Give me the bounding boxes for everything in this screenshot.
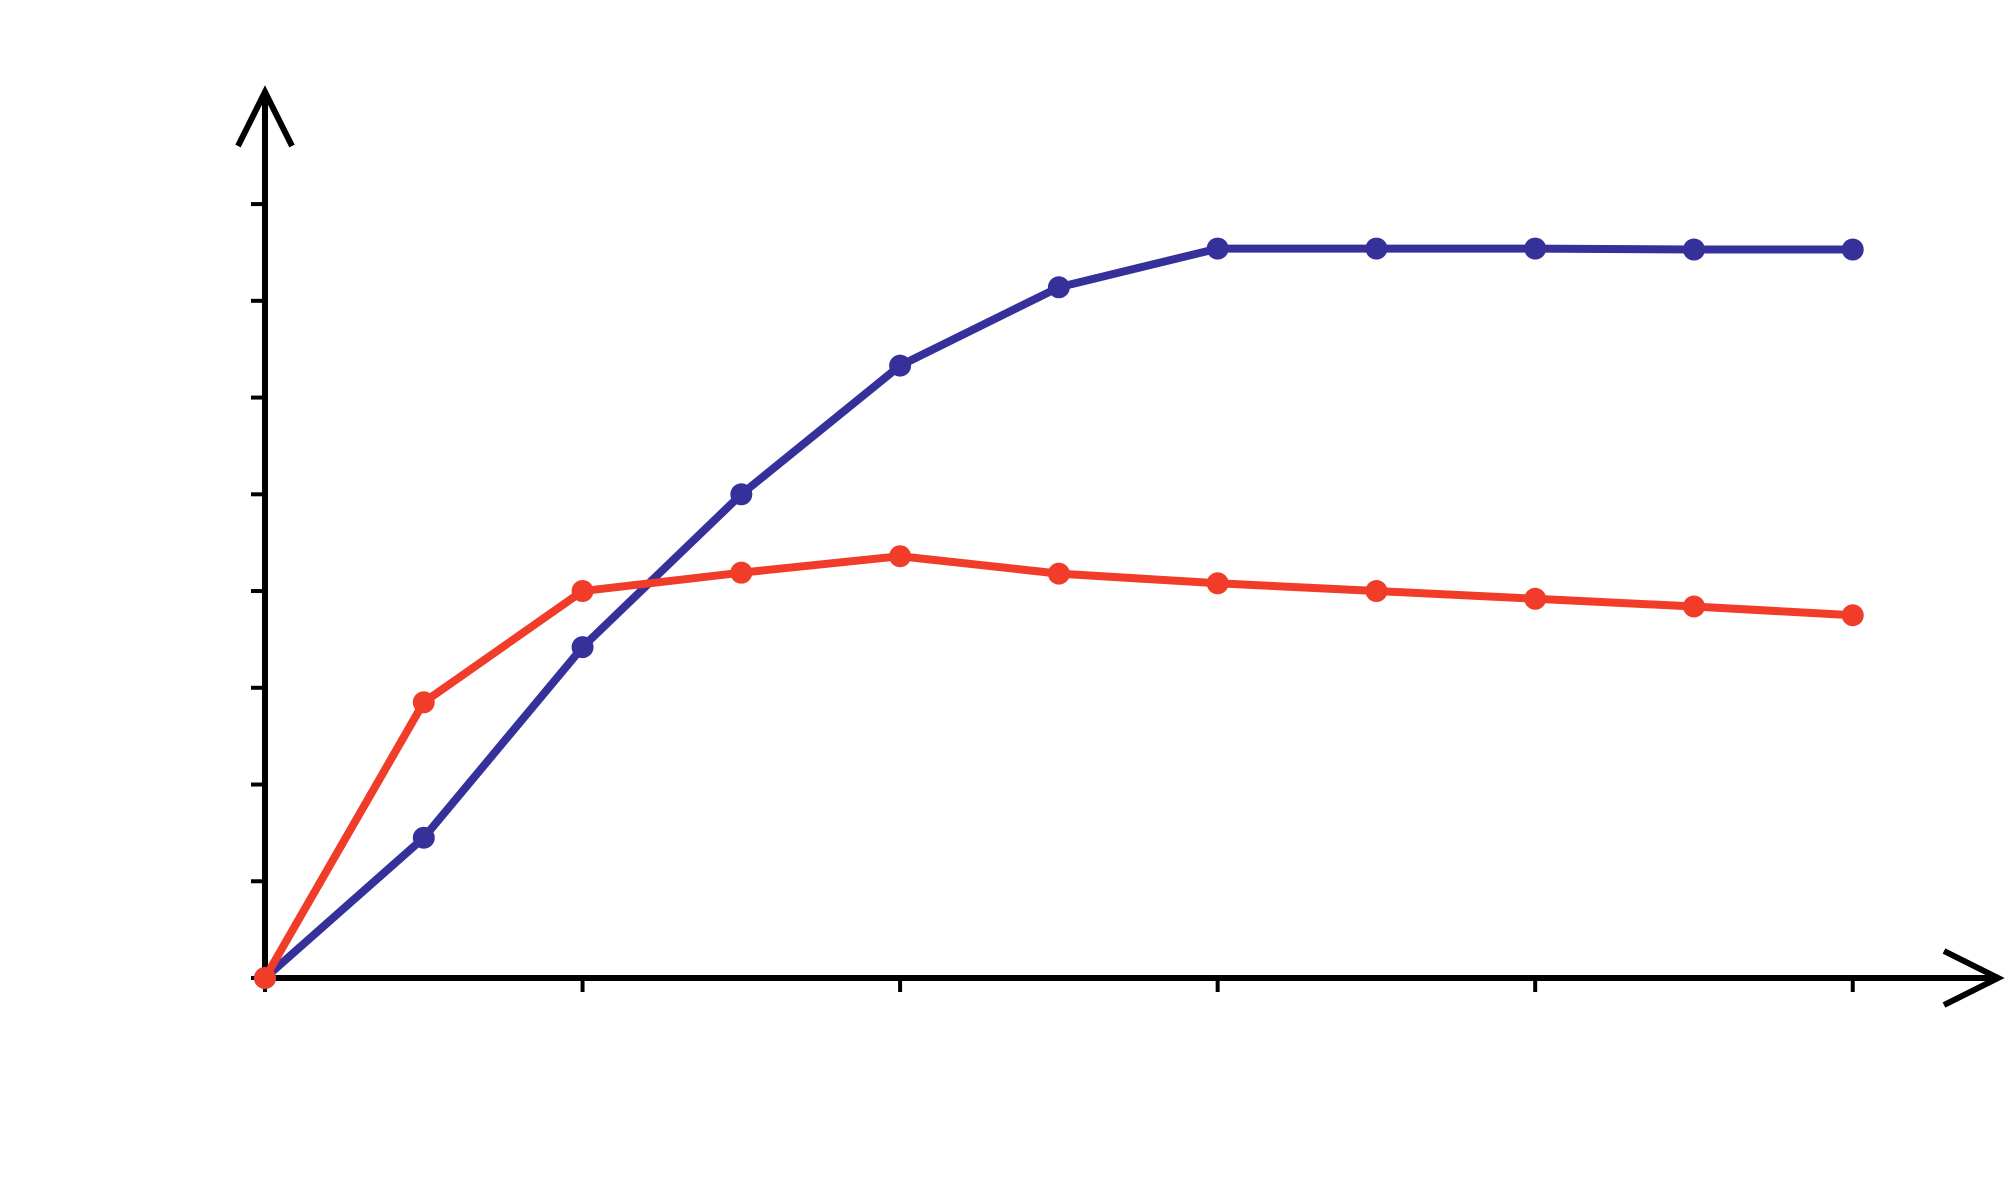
data-point — [1047, 276, 1070, 299]
data-point — [1524, 237, 1547, 260]
data-point — [1682, 595, 1705, 618]
series-line — [262, 244, 1853, 981]
series-line — [261, 552, 1853, 980]
data-point — [1365, 580, 1388, 603]
data-point — [1047, 562, 1070, 585]
data-point — [571, 636, 594, 659]
y-axis-arrow — [235, 85, 295, 148]
x-axis-arrow — [1942, 948, 2005, 1008]
data-point — [730, 483, 753, 506]
data-point — [412, 691, 435, 714]
data-point — [571, 580, 594, 603]
data-point — [889, 545, 912, 568]
data-point — [1206, 237, 1229, 260]
data-point — [730, 561, 753, 584]
data-point — [1206, 572, 1229, 595]
data-point — [1682, 238, 1705, 261]
data-point — [1365, 237, 1388, 260]
data-point — [254, 967, 276, 989]
data-point — [889, 354, 912, 377]
data-point — [1841, 604, 1864, 627]
data-point — [1841, 238, 1864, 261]
data-point — [1524, 587, 1547, 610]
data-point — [412, 826, 435, 849]
